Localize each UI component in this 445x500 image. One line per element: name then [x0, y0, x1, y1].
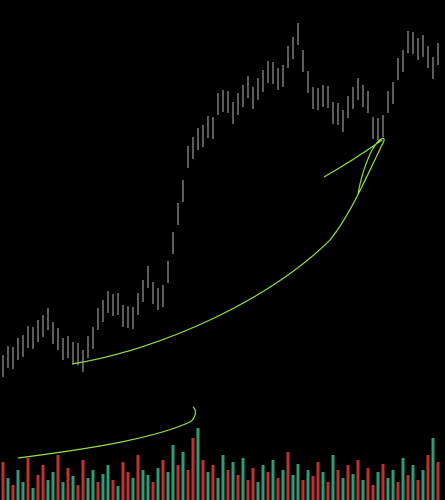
volume-bar [411, 465, 415, 500]
volume-bar [96, 482, 100, 500]
volume-bar [286, 452, 290, 500]
volume-bar [266, 472, 270, 500]
volume-bar [406, 475, 410, 500]
volume-bar [401, 458, 405, 500]
volume-bar [81, 460, 85, 500]
volume-bar [101, 474, 105, 500]
volume-bar [221, 455, 225, 500]
volume-bar [436, 462, 440, 500]
volume-bar [171, 445, 175, 500]
volume-bar [86, 478, 90, 500]
volume-bar [426, 455, 430, 500]
volume-bar [111, 480, 115, 500]
volume-bar [376, 472, 380, 500]
volume-bar [311, 476, 315, 500]
volume-bar [351, 474, 355, 500]
volume-bar [36, 475, 40, 500]
volume-panel [1, 428, 440, 500]
volume-bar [156, 468, 160, 500]
volume-bar [251, 468, 255, 500]
volume-bar [91, 470, 95, 500]
volume-bar [391, 470, 395, 500]
volume-bar [276, 478, 280, 500]
volume-bar [371, 485, 375, 500]
volume-bar [246, 480, 250, 500]
volume-bar [121, 462, 125, 500]
volume-bar [306, 470, 310, 500]
volume-bar [231, 462, 235, 500]
volume-bar [381, 464, 385, 500]
volume-bar [361, 480, 365, 500]
volume-bar [261, 465, 265, 500]
volume-bar [416, 480, 420, 500]
volume-bar [41, 465, 45, 500]
volume-bar [181, 452, 185, 500]
volume-bar [421, 470, 425, 500]
volume-bar [6, 478, 10, 500]
annotation-curve [71, 137, 385, 365]
volume-bar [331, 455, 335, 500]
volume-bar [46, 480, 50, 500]
volume-bar [291, 475, 295, 500]
volume-bar [316, 462, 320, 500]
volume-bar [176, 465, 180, 500]
price-panel [2, 23, 439, 377]
volume-bar [151, 482, 155, 500]
annotation-curve [17, 406, 196, 459]
volume-bar [186, 470, 190, 500]
volume-bar [341, 478, 345, 500]
volume-bar [271, 460, 275, 500]
volume-bar [396, 482, 400, 500]
volume-bar [56, 455, 60, 500]
volume-bar [206, 472, 210, 500]
volume-bar [1, 462, 5, 500]
volume-bar [366, 468, 370, 500]
volume-bar [161, 460, 165, 500]
volume-bar [196, 428, 200, 500]
volume-bar [256, 482, 260, 500]
volume-bar [51, 472, 55, 500]
volume-bar [21, 482, 25, 500]
volume-bar [31, 488, 35, 500]
volume-bar [106, 465, 110, 500]
volume-bar [26, 458, 30, 500]
volume-bar [301, 480, 305, 500]
volume-bar [431, 438, 435, 500]
volume-bar [201, 460, 205, 500]
volume-bar [126, 472, 130, 500]
volume-bar [241, 458, 245, 500]
volume-bar [71, 476, 75, 500]
volume-bar [326, 482, 330, 500]
volume-bar [16, 470, 20, 500]
volume-bar [236, 475, 240, 500]
volume-bar [346, 465, 350, 500]
volume-bar [146, 475, 150, 500]
volume-bar [216, 478, 220, 500]
volume-bar [321, 472, 325, 500]
volume-bar [226, 470, 230, 500]
volume-bar [386, 478, 390, 500]
volume-bar [356, 460, 360, 500]
volume-bar [136, 455, 140, 500]
volume-bar [116, 486, 120, 500]
volume-bar [281, 470, 285, 500]
volume-bar [61, 482, 65, 500]
volume-bar [211, 465, 215, 500]
volume-bar [131, 478, 135, 500]
volume-bar [166, 472, 170, 500]
volume-bar [296, 464, 300, 500]
volume-bar [11, 485, 15, 500]
volume-bar [76, 485, 80, 500]
volume-bar [336, 470, 340, 500]
volume-bar [66, 468, 70, 500]
volume-bar [191, 438, 195, 500]
volume-bar [141, 470, 145, 500]
